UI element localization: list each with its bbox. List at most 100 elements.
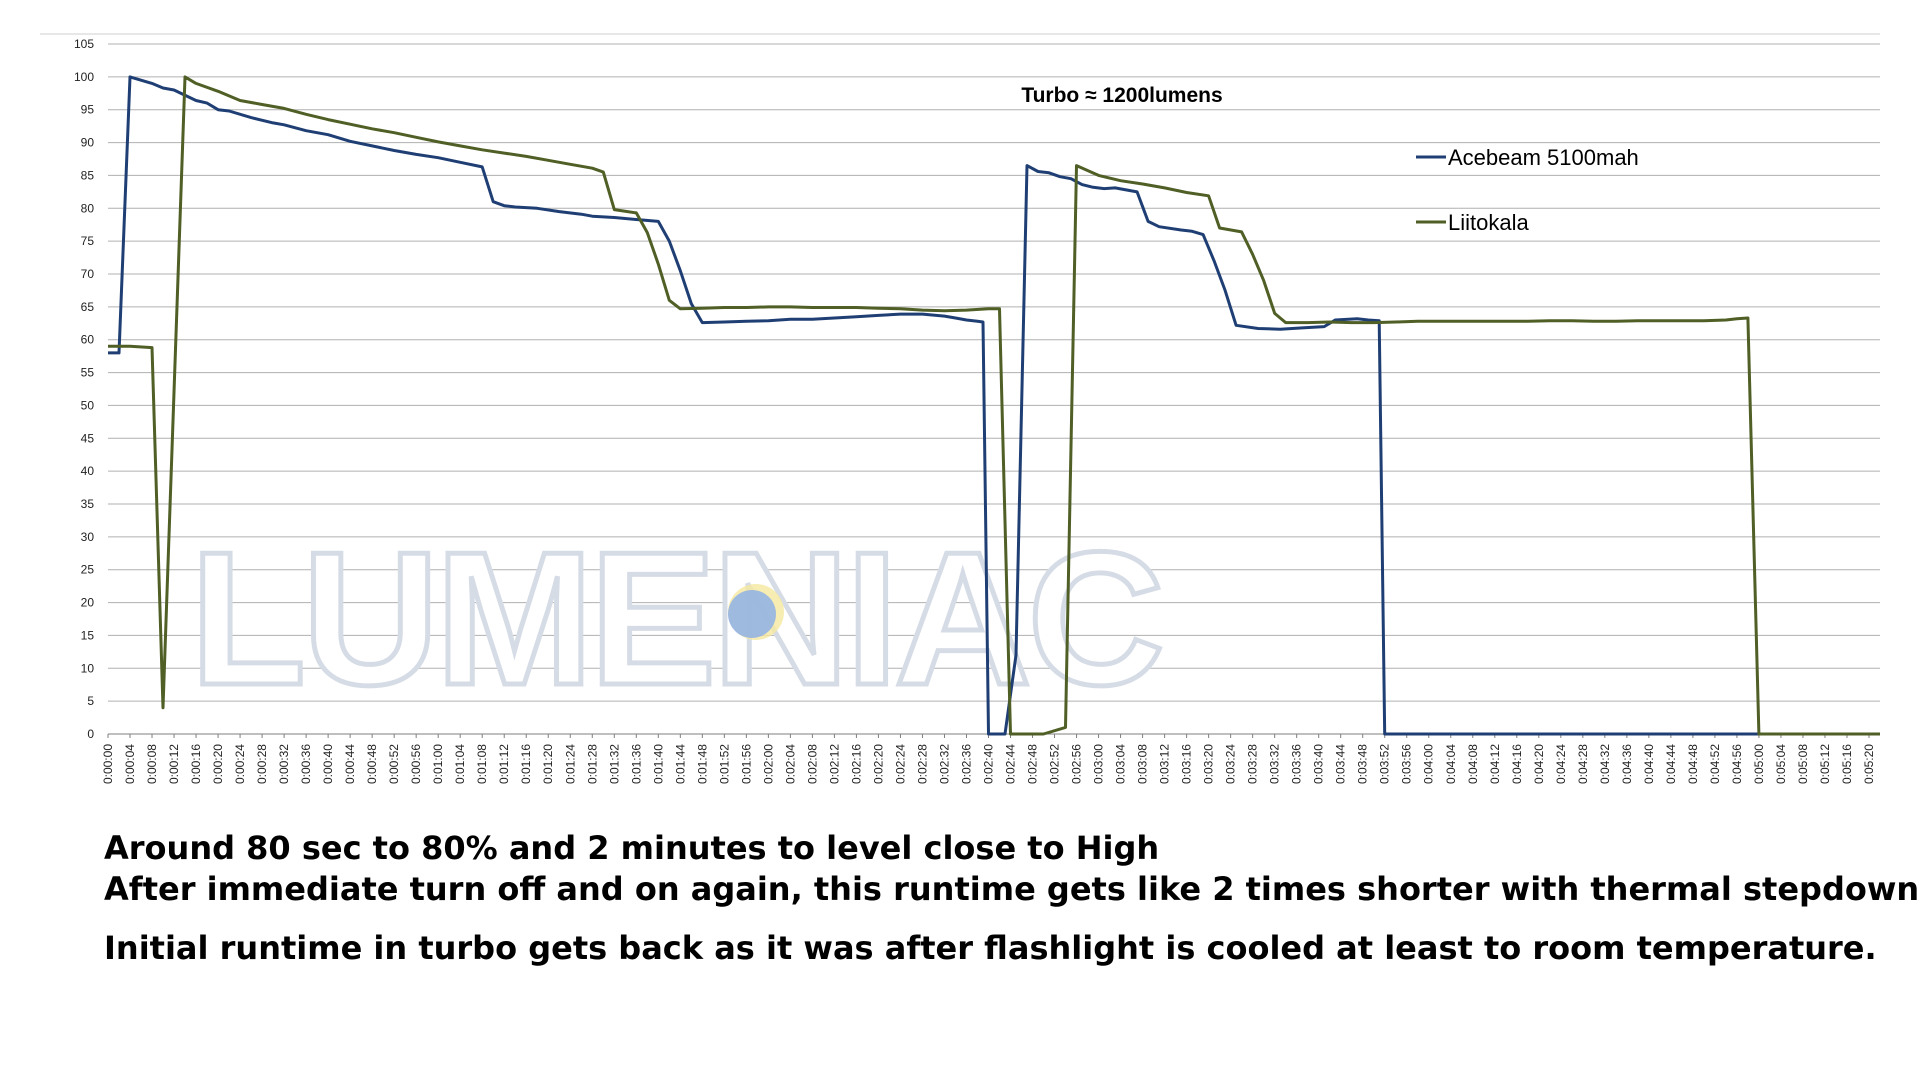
x-tick-label: 0:00:08 bbox=[145, 744, 159, 784]
x-tick-label: 0:02:00 bbox=[761, 744, 775, 784]
x-tick-label: 0:05:04 bbox=[1774, 744, 1788, 784]
x-tick-label: 0:02:40 bbox=[981, 744, 995, 784]
y-tick-label: 0 bbox=[87, 727, 94, 741]
series-line-acebeam bbox=[108, 75, 1880, 736]
series-line-liitokala bbox=[108, 75, 1880, 736]
y-tick-label: 30 bbox=[81, 530, 95, 544]
x-tick-label: 0:00:12 bbox=[167, 744, 181, 784]
x-tick-label: 0:05:00 bbox=[1752, 744, 1766, 784]
y-tick-label: 45 bbox=[81, 431, 95, 445]
x-tick-label: 0:04:00 bbox=[1422, 744, 1436, 784]
x-tick-label: 0:03:20 bbox=[1202, 744, 1216, 784]
y-tick-label: 60 bbox=[81, 333, 95, 347]
x-tick-label: 0:00:36 bbox=[299, 744, 313, 784]
x-tick-label: 0:01:56 bbox=[739, 744, 753, 784]
x-tick-label: 0:00:52 bbox=[387, 744, 401, 784]
x-tick-label: 0:01:24 bbox=[563, 744, 577, 784]
y-tick-label: 5 bbox=[87, 694, 94, 708]
x-tick-label: 0:01:36 bbox=[629, 744, 643, 784]
x-tick-label: 0:04:40 bbox=[1642, 744, 1656, 784]
x-tick-label: 0:03:52 bbox=[1378, 744, 1392, 784]
x-tick-label: 0:04:44 bbox=[1664, 744, 1678, 784]
y-tick-label: 50 bbox=[81, 398, 95, 412]
x-tick-label: 0:02:52 bbox=[1048, 744, 1062, 784]
y-tick-label: 90 bbox=[81, 136, 95, 150]
y-tick-label: 105 bbox=[74, 37, 94, 51]
y-tick-label: 10 bbox=[81, 661, 95, 675]
x-tick-label: 0:01:20 bbox=[541, 744, 555, 784]
x-tick-label: 0:00:00 bbox=[101, 744, 115, 784]
y-tick-label: 65 bbox=[81, 300, 95, 314]
x-tick-label: 0:04:08 bbox=[1466, 744, 1480, 784]
x-tick-label: 0:00:44 bbox=[343, 744, 357, 784]
watermark-text: LUMENIAC bbox=[190, 513, 1161, 725]
x-tick-label: 0:03:00 bbox=[1092, 744, 1106, 784]
x-tick-label: 0:03:28 bbox=[1246, 744, 1260, 784]
x-tick-label: 0:01:32 bbox=[607, 744, 621, 784]
x-tick-label: 0:01:40 bbox=[651, 744, 665, 784]
x-tick-label: 0:05:08 bbox=[1796, 744, 1810, 784]
x-tick-label: 0:03:48 bbox=[1356, 744, 1370, 784]
x-tick-label: 0:00:16 bbox=[189, 744, 203, 784]
x-tick-label: 0:04:20 bbox=[1532, 744, 1546, 784]
y-tick-label: 15 bbox=[81, 628, 95, 642]
runtime-chart-svg: 0 5 10 15 20 25 30 35 40 45 50 55 60 65 70 75 80 85 90 95 10… bbox=[40, 33, 1880, 784]
x-tick-label: 0:01:28 bbox=[585, 744, 599, 784]
y-tick-label: 80 bbox=[81, 201, 95, 215]
x-tick-label: 0:02:44 bbox=[1004, 744, 1018, 784]
y-tick-label: 55 bbox=[81, 366, 95, 380]
x-tick-label: 0:02:32 bbox=[937, 744, 951, 784]
x-tick-label: 0:04:28 bbox=[1576, 744, 1590, 784]
x-tick-label: 0:02:28 bbox=[915, 744, 929, 784]
x-tick-label: 0:04:04 bbox=[1444, 744, 1458, 784]
x-tick-label: 0:02:16 bbox=[849, 744, 863, 784]
x-tick-label: 0:03:04 bbox=[1114, 744, 1128, 784]
x-tick-label: 0:03:12 bbox=[1158, 744, 1172, 784]
note-line-1: Around 80 sec to 80% and 2 minutes to le… bbox=[104, 829, 1160, 867]
runtime-chart: 0 5 10 15 20 25 30 35 40 45 50 55 60 65 70 75 80 85 90 95 10… bbox=[40, 33, 1880, 784]
x-tick-label: 0:05:16 bbox=[1840, 744, 1854, 784]
x-tick-label: 0:03:44 bbox=[1334, 744, 1348, 784]
x-tick-label: 0:03:08 bbox=[1136, 744, 1150, 784]
x-tick-label: 0:00:24 bbox=[233, 744, 247, 784]
x-tick-label: 0:04:52 bbox=[1708, 744, 1722, 784]
x-tick-label: 0:03:56 bbox=[1400, 744, 1414, 784]
x-tick-label: 0:05:12 bbox=[1818, 744, 1832, 784]
y-tick-label: 75 bbox=[81, 234, 95, 248]
x-tick-label: 0:04:24 bbox=[1554, 744, 1568, 784]
x-tick-label: 0:01:44 bbox=[673, 744, 687, 784]
x-tick-label: 0:02:24 bbox=[893, 744, 907, 784]
x-tick-label: 0:04:56 bbox=[1730, 744, 1744, 784]
x-tick-label: 0:04:16 bbox=[1510, 744, 1524, 784]
x-tick-label: 0:02:04 bbox=[783, 744, 797, 784]
x-tick-label: 0:00:20 bbox=[211, 744, 225, 784]
x-tick-label: 0:02:08 bbox=[805, 744, 819, 784]
x-tick-label: 0:04:32 bbox=[1598, 744, 1612, 784]
x-tick-label: 0:00:56 bbox=[409, 744, 423, 784]
x-tick-label: 0:03:40 bbox=[1312, 744, 1326, 784]
y-tick-label: 35 bbox=[81, 497, 95, 511]
x-tick-label: 0:00:04 bbox=[123, 744, 137, 784]
x-tick-label: 0:00:40 bbox=[321, 744, 335, 784]
x-tick-label: 0:05:20 bbox=[1862, 744, 1876, 784]
x-tick-label: 0:03:36 bbox=[1290, 744, 1304, 784]
x-tick-label: 0:04:36 bbox=[1620, 744, 1634, 784]
x-tick-label: 0:02:56 bbox=[1070, 744, 1084, 784]
x-tick-label: 0:01:00 bbox=[431, 744, 445, 784]
x-tick-label: 0:02:48 bbox=[1026, 744, 1040, 784]
x-tick-label: 0:01:48 bbox=[695, 744, 709, 784]
x-tick-label: 0:04:12 bbox=[1488, 744, 1502, 784]
y-tick-label: 25 bbox=[81, 563, 95, 577]
x-tick-label: 0:01:16 bbox=[519, 744, 533, 784]
watermark-logo-icon bbox=[728, 590, 776, 638]
chart-title: Turbo ≈ 1200lumens bbox=[1021, 84, 1222, 107]
y-tick-label: 95 bbox=[81, 103, 95, 117]
note-line-2: After immediate turn off and on again, t… bbox=[104, 870, 1920, 908]
y-tick-label: 70 bbox=[81, 267, 95, 281]
x-tick-label: 0:02:36 bbox=[959, 744, 973, 784]
x-tick-label: 0:01:12 bbox=[497, 744, 511, 784]
x-tick-label: 0:03:32 bbox=[1268, 744, 1282, 784]
x-tick-label: 0:01:08 bbox=[475, 744, 489, 784]
notes-block: Around 80 sec to 80% and 2 minutes to le… bbox=[104, 828, 1920, 969]
x-tick-label: 0:01:52 bbox=[717, 744, 731, 784]
